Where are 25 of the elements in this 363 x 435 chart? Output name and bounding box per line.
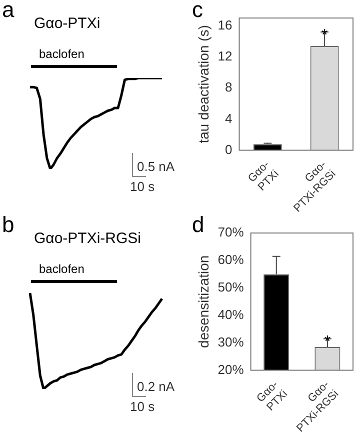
y-tick-label: 60%	[218, 252, 244, 268]
text: baclofen	[39, 47, 84, 61]
y-tick-label: 40%	[218, 306, 244, 322]
y-axis-title: tau deactivation (s)	[195, 25, 212, 144]
chart-title: Gαο-PTXi-RGSi	[34, 230, 142, 247]
text: baclofen	[39, 262, 84, 276]
y-tick-label: 70%	[218, 224, 244, 240]
y-tick-label: 0	[225, 142, 232, 157]
y-axis-title: desensitization	[195, 255, 212, 348]
y-tick-label: 16	[218, 17, 232, 32]
y-tick-label: 8	[225, 80, 232, 95]
annotation: 0.2 nA	[137, 379, 175, 394]
y-tick-label: 4	[225, 110, 232, 126]
annotation: 0.5 nA	[137, 159, 175, 174]
y-tick-label: 50%	[218, 280, 244, 294]
text: a	[2, 0, 15, 22]
chart-title: Gαο-PTXi	[34, 15, 100, 32]
text: b	[2, 212, 14, 238]
text: 10 s	[130, 399, 156, 414]
y-tick-label: 30%	[218, 334, 244, 350]
text: c	[192, 0, 203, 22]
y-tick-label: 12	[218, 48, 232, 64]
y-tick-label: 20%	[218, 362, 244, 377]
text: d	[192, 212, 204, 238]
text: 10 s	[130, 179, 156, 194]
